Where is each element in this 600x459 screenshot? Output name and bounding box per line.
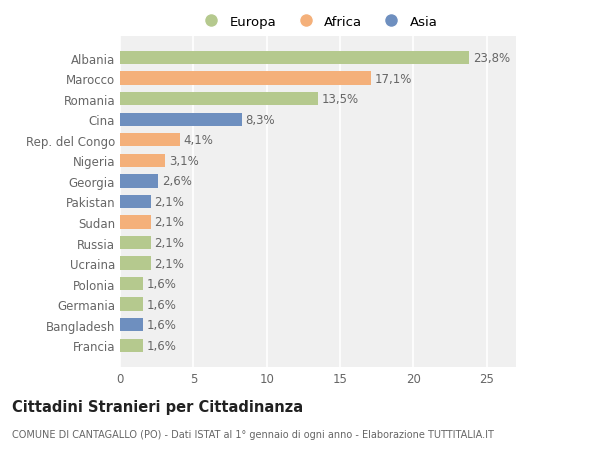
Legend: Europa, Africa, Asia: Europa, Africa, Asia xyxy=(193,10,443,34)
Text: 4,1%: 4,1% xyxy=(184,134,214,147)
Text: 1,6%: 1,6% xyxy=(147,339,177,352)
Bar xyxy=(120,113,242,127)
Bar xyxy=(120,72,371,85)
Text: 13,5%: 13,5% xyxy=(322,93,359,106)
Text: 2,1%: 2,1% xyxy=(154,196,184,208)
Bar xyxy=(120,93,318,106)
Text: COMUNE DI CANTAGALLO (PO) - Dati ISTAT al 1° gennaio di ogni anno - Elaborazione: COMUNE DI CANTAGALLO (PO) - Dati ISTAT a… xyxy=(12,429,494,439)
Text: 2,1%: 2,1% xyxy=(154,236,184,249)
Text: 2,1%: 2,1% xyxy=(154,216,184,229)
Text: 2,6%: 2,6% xyxy=(162,175,191,188)
Bar xyxy=(120,319,143,332)
Bar xyxy=(120,175,158,188)
Bar xyxy=(120,216,151,229)
Text: 2,1%: 2,1% xyxy=(154,257,184,270)
Text: 1,6%: 1,6% xyxy=(147,278,177,291)
Bar xyxy=(120,52,469,65)
Bar xyxy=(120,154,166,168)
Text: Cittadini Stranieri per Cittadinanza: Cittadini Stranieri per Cittadinanza xyxy=(12,399,303,414)
Text: 1,6%: 1,6% xyxy=(147,319,177,331)
Bar xyxy=(120,195,151,209)
Bar xyxy=(120,339,143,352)
Text: 23,8%: 23,8% xyxy=(473,52,510,65)
Bar xyxy=(120,236,151,250)
Text: 3,1%: 3,1% xyxy=(169,155,199,168)
Text: 8,3%: 8,3% xyxy=(245,113,275,126)
Text: 1,6%: 1,6% xyxy=(147,298,177,311)
Text: 17,1%: 17,1% xyxy=(374,73,412,85)
Bar xyxy=(120,134,180,147)
Bar xyxy=(120,298,143,311)
Bar xyxy=(120,277,143,291)
Bar xyxy=(120,257,151,270)
